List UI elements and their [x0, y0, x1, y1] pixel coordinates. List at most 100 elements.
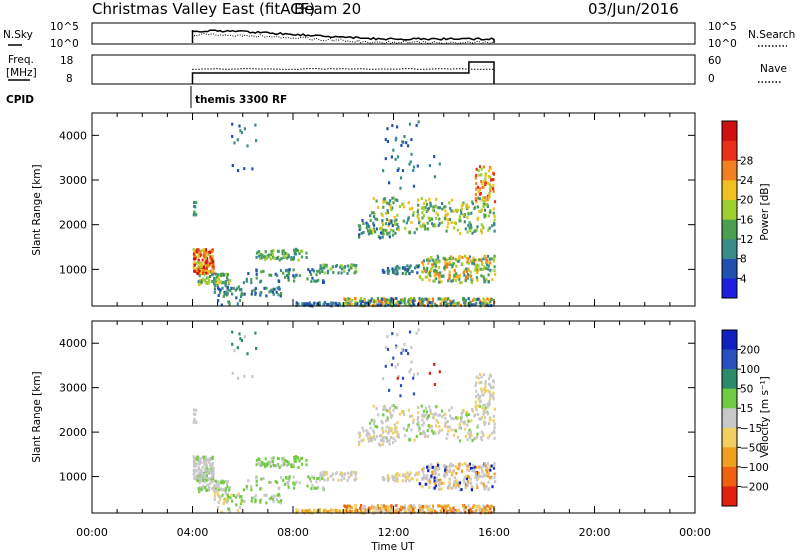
power-cell	[477, 196, 480, 200]
power-cell	[272, 249, 275, 253]
velocity-cell	[416, 372, 419, 376]
velocity-cell	[473, 467, 476, 471]
velocity-cell	[410, 428, 413, 432]
velocity-cell	[434, 412, 437, 416]
power-cell	[473, 258, 476, 262]
velocity-cell	[487, 422, 491, 425]
velocity-cell	[405, 509, 408, 513]
power-cell	[483, 213, 486, 217]
power-cell	[195, 213, 198, 217]
velocity-cell	[330, 508, 333, 512]
velocity-cell	[396, 434, 399, 438]
velocity-cell	[452, 469, 455, 473]
velocity-cell	[484, 464, 487, 468]
velocity-cell	[486, 462, 490, 466]
velocity-cell	[292, 463, 295, 467]
power-cell	[381, 231, 384, 235]
velocity-cell	[412, 392, 416, 396]
velocity-cell	[475, 505, 478, 508]
velocity-cell	[331, 472, 334, 476]
power-cell	[195, 262, 198, 266]
velocity-cell	[458, 481, 461, 485]
power-cell	[409, 160, 412, 164]
velocity-cell	[477, 471, 480, 475]
velocity-cell	[446, 420, 449, 424]
power-cell	[240, 288, 243, 291]
velocity-cell	[493, 462, 496, 465]
power-cell	[480, 173, 483, 177]
velocity-cell	[388, 438, 391, 442]
velocity-cell	[423, 474, 426, 477]
power-cell	[469, 259, 473, 263]
power-cell	[319, 267, 322, 271]
power-cell	[255, 139, 258, 143]
power-cell	[259, 253, 263, 257]
velocity-cell	[478, 506, 482, 510]
velocity-cell	[442, 464, 445, 468]
velocity-cell	[475, 375, 478, 379]
power-cell	[475, 268, 478, 272]
velocity-cell	[389, 436, 393, 439]
power-cell	[488, 268, 491, 272]
power-cell	[359, 226, 362, 230]
power-cell	[482, 275, 485, 279]
colorbar-swatch	[722, 349, 737, 370]
power-cell	[391, 206, 394, 210]
power-cell	[209, 251, 212, 255]
power-cell	[487, 280, 490, 284]
velocity-cell	[444, 412, 447, 416]
velocity-cell	[394, 346, 397, 350]
power-cell	[474, 192, 477, 196]
power-cell	[227, 300, 230, 304]
velocity-cell	[417, 406, 420, 409]
power-cell	[211, 266, 214, 270]
power-cell	[492, 172, 495, 176]
power-cell	[218, 281, 221, 285]
velocity-cell	[446, 472, 449, 476]
velocity-cell	[213, 498, 216, 501]
power-cell	[238, 124, 241, 128]
velocity-cell	[210, 478, 213, 482]
power-cell	[492, 178, 495, 182]
velocity-cell	[485, 466, 488, 470]
power-cell	[422, 214, 425, 218]
velocity-cell	[483, 422, 486, 426]
velocity-cell	[470, 510, 473, 514]
velocity-cell	[271, 497, 275, 501]
power-cell	[194, 261, 197, 265]
velocity-cell	[195, 457, 198, 461]
power-cell	[417, 265, 420, 269]
power-cell	[351, 303, 354, 307]
power-cell	[317, 278, 320, 282]
power-cell	[268, 290, 271, 294]
power-cell	[201, 258, 204, 262]
power-cell	[232, 286, 235, 290]
power-cell	[349, 298, 352, 302]
velocity-cell	[418, 504, 421, 508]
power-cell	[385, 231, 389, 235]
power-cell	[322, 281, 325, 285]
velocity-cell	[391, 414, 394, 417]
power-cell	[493, 229, 496, 233]
velocity-cell	[491, 431, 494, 435]
power-cell	[426, 275, 429, 279]
power-cell	[397, 301, 400, 304]
power-cell	[444, 261, 447, 265]
velocity-cell	[437, 431, 440, 435]
velocity-cell	[239, 337, 242, 341]
power-cell	[453, 274, 456, 278]
velocity-cell	[354, 509, 357, 513]
power-cell	[215, 277, 218, 281]
power-cell	[386, 140, 389, 143]
velocity-cell	[417, 472, 420, 476]
power-cell	[471, 231, 474, 235]
velocity-cell	[430, 474, 433, 478]
velocity-cell	[438, 480, 441, 484]
power-cell	[435, 272, 438, 276]
velocity-cell	[395, 504, 398, 507]
power-cell	[292, 268, 295, 272]
velocity-cell	[399, 394, 402, 398]
velocity-cell	[369, 435, 372, 439]
power-cell	[263, 286, 266, 290]
power-cell	[392, 148, 395, 152]
